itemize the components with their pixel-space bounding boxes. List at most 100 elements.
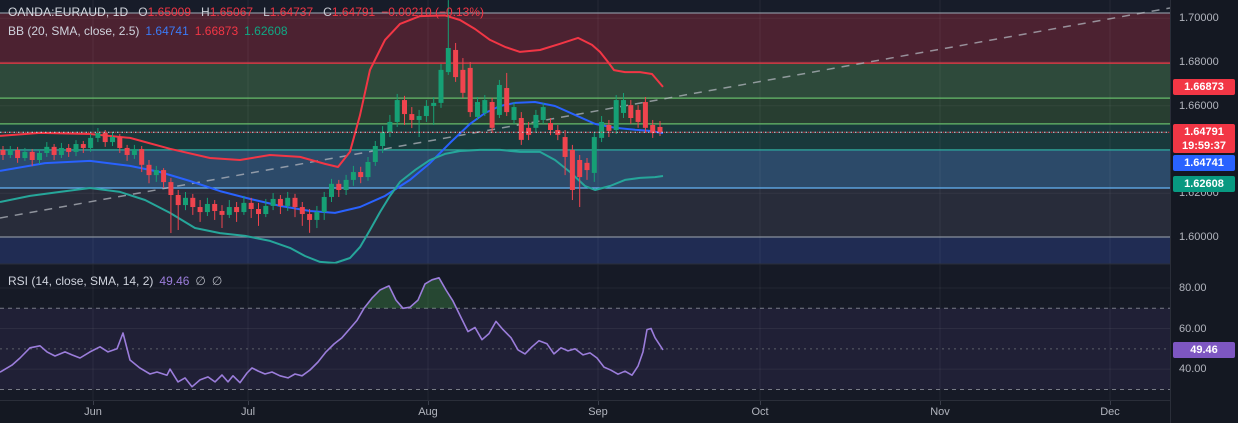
candle[interactable]	[562, 130, 568, 176]
candle[interactable]	[650, 119, 656, 138]
time-axis[interactable]: Jun Jul Aug Sep Oct Nov Dec	[0, 400, 1238, 423]
candle[interactable]	[183, 191, 188, 211]
candle[interactable]	[234, 202, 240, 222]
candle[interactable]	[66, 144, 72, 157]
candle[interactable]	[635, 105, 641, 128]
candle[interactable]	[540, 102, 546, 124]
price-axis[interactable]: 1.70000 1.68000 1.66000 1.62000 1.60000 80.00…	[1170, 0, 1238, 423]
candle[interactable]	[117, 133, 123, 154]
candle[interactable]	[453, 42, 459, 82]
main-legend-row[interactable]: OANDA:EURAUD, 1D O1.65009 H1.65067 L1.64…	[8, 5, 484, 19]
candle[interactable]	[358, 166, 364, 184]
candle[interactable]	[102, 130, 108, 147]
candle[interactable]	[321, 191, 327, 220]
candle[interactable]	[657, 121, 663, 136]
candle[interactable]	[504, 72, 510, 117]
candle[interactable]	[37, 149, 42, 164]
candle[interactable]	[613, 95, 619, 134]
candle[interactable]	[402, 95, 407, 125]
candle[interactable]	[299, 202, 305, 226]
bollinger-lower-line[interactable]	[0, 148, 664, 264]
candle[interactable]	[380, 126, 386, 154]
candle[interactable]	[22, 147, 28, 161]
candle[interactable]	[88, 133, 94, 152]
candle[interactable]	[256, 202, 261, 226]
candle[interactable]	[467, 61, 473, 117]
candle[interactable]	[482, 95, 488, 117]
candle[interactable]	[80, 140, 86, 154]
candle[interactable]	[248, 197, 254, 218]
candle[interactable]	[511, 102, 517, 124]
candle[interactable]	[489, 97, 495, 133]
candle[interactable]	[533, 109, 539, 132]
rsi-legend-row[interactable]: RSI (14, close, SMA, 14, 2) 49.46 ∅ ∅	[8, 274, 222, 288]
candle[interactable]	[212, 200, 218, 220]
candle[interactable]	[431, 96, 437, 125]
candle[interactable]	[95, 128, 101, 143]
candle[interactable]	[285, 191, 291, 211]
candle[interactable]	[329, 178, 334, 203]
candle[interactable]	[197, 200, 203, 222]
candle[interactable]	[475, 96, 480, 120]
candle[interactable]	[139, 146, 145, 173]
candle[interactable]	[599, 116, 605, 143]
candle[interactable]	[29, 149, 35, 166]
candle[interactable]	[15, 146, 21, 163]
candle[interactable]	[365, 156, 371, 181]
candle[interactable]	[394, 93, 400, 127]
candle[interactable]	[146, 160, 152, 184]
bb-legend-row[interactable]: BB (20, SMA, close, 2.5) 1.64741 1.66873…	[8, 24, 288, 38]
candle[interactable]	[314, 205, 320, 229]
bollinger-basis-line[interactable]	[0, 101, 664, 214]
candle[interactable]	[621, 93, 626, 118]
candle[interactable]	[591, 132, 597, 182]
candle[interactable]	[577, 154, 583, 208]
candle[interactable]	[131, 144, 137, 159]
candle[interactable]	[161, 168, 167, 189]
chart-canvas[interactable]	[0, 0, 1170, 400]
candle[interactable]	[628, 100, 634, 124]
candle[interactable]	[438, 63, 444, 108]
candle[interactable]	[219, 205, 225, 229]
candle[interactable]	[336, 179, 342, 197]
candle[interactable]	[350, 165, 356, 186]
candle[interactable]	[58, 142, 64, 159]
candle[interactable]	[445, 0, 451, 75]
candle[interactable]	[263, 198, 269, 218]
candle[interactable]	[7, 146, 13, 159]
candle[interactable]	[110, 132, 115, 147]
candle[interactable]	[51, 144, 57, 161]
candle[interactable]	[555, 124, 561, 141]
candle[interactable]	[642, 96, 648, 133]
candle[interactable]	[584, 158, 590, 180]
candle[interactable]	[241, 195, 247, 215]
candle[interactable]	[153, 165, 159, 182]
candle[interactable]	[526, 121, 532, 141]
bollinger-upper-line[interactable]	[0, 14, 664, 168]
candle[interactable]	[168, 177, 174, 234]
candle[interactable]	[204, 197, 210, 217]
candle[interactable]	[460, 58, 466, 98]
candle[interactable]	[387, 114, 393, 138]
candle[interactable]	[175, 189, 181, 231]
rsi-line[interactable]	[0, 276, 664, 388]
candle[interactable]	[73, 140, 79, 157]
candle[interactable]	[423, 100, 429, 122]
candle[interactable]	[372, 140, 378, 166]
candle[interactable]	[277, 195, 283, 215]
candle[interactable]	[606, 119, 612, 138]
candle[interactable]	[124, 144, 130, 161]
candle[interactable]	[496, 79, 502, 118]
candle[interactable]	[0, 146, 6, 161]
candle[interactable]	[190, 193, 196, 215]
candle[interactable]	[409, 107, 415, 129]
candle[interactable]	[270, 193, 276, 211]
candle[interactable]	[343, 174, 349, 196]
candle[interactable]	[518, 112, 524, 145]
candle[interactable]	[226, 200, 232, 218]
candle[interactable]	[569, 144, 575, 201]
candle[interactable]	[307, 209, 313, 233]
candle[interactable]	[292, 193, 298, 218]
candle[interactable]	[44, 142, 50, 157]
rsi-pane[interactable]	[0, 264, 1170, 400]
